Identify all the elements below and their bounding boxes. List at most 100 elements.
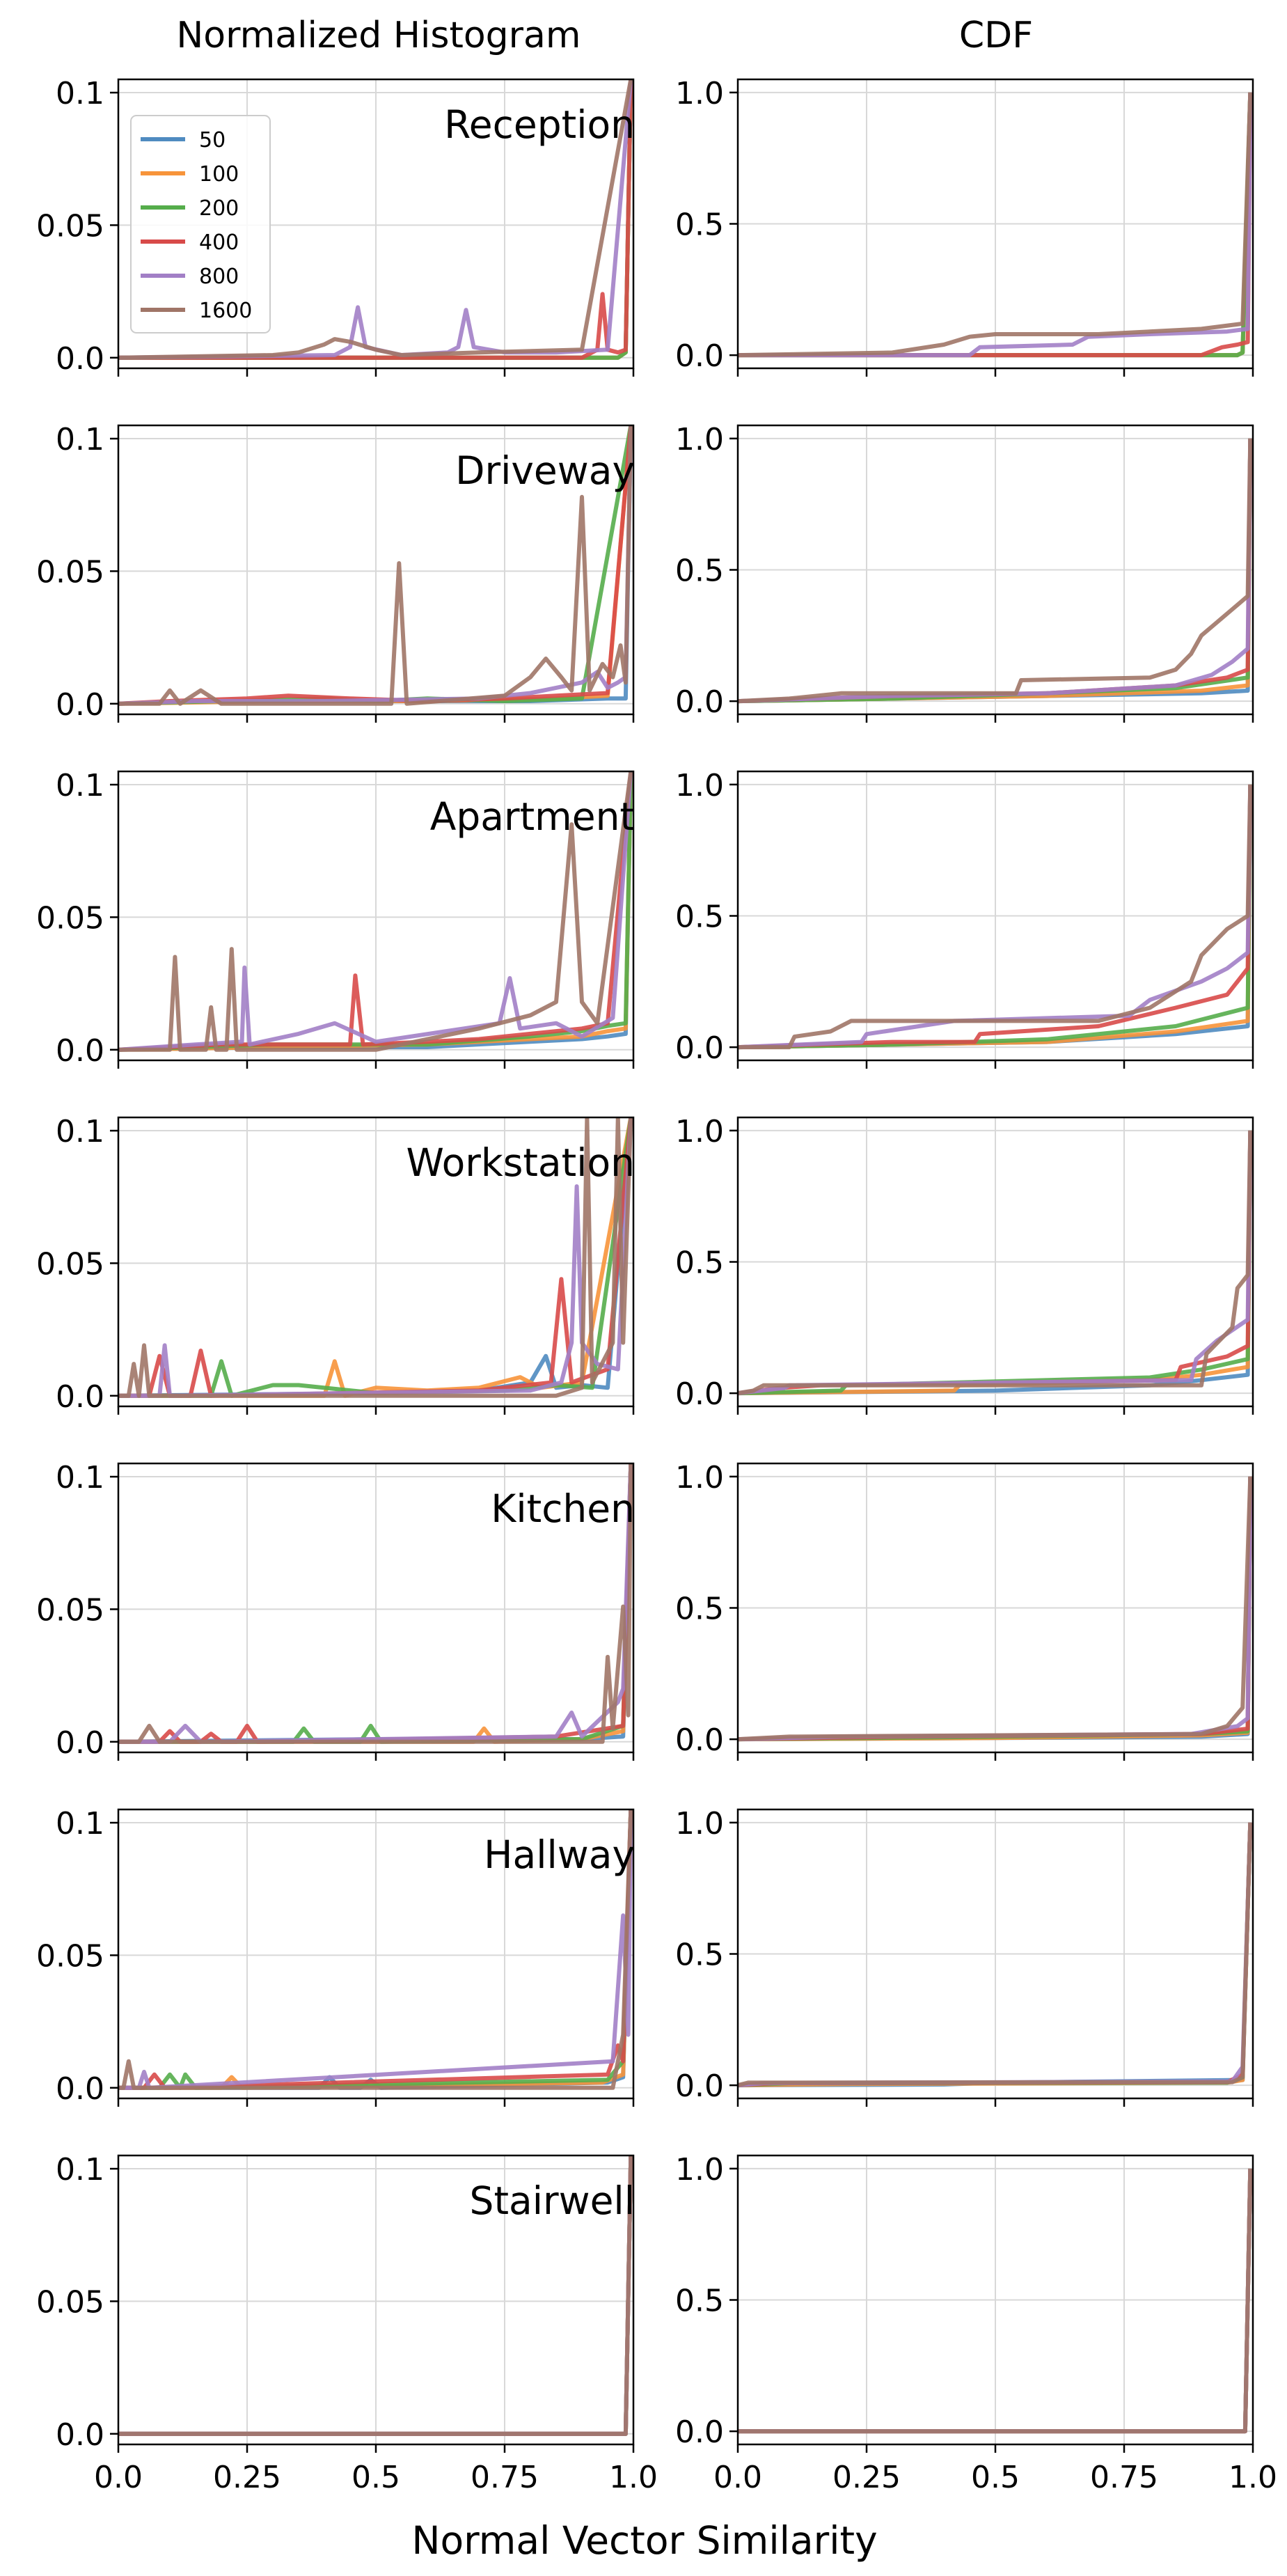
series-line-200 <box>738 1130 1253 1396</box>
x-tick-label: 0.0 <box>713 2460 762 2495</box>
panel-cdf-stairwell: 0.0 0.5 1.0 0.0 0.25 0.5 0.75 1.0 <box>675 2152 1277 2495</box>
y-tick-label: 0.05 <box>36 2284 104 2320</box>
y-tick-label: 0.05 <box>36 1592 104 1628</box>
y-tick-label: 0.5 <box>675 553 724 589</box>
series-line-800 <box>118 1809 633 2090</box>
y-tick-label: 0.0 <box>675 338 724 374</box>
series-line-1600 <box>118 1809 633 2090</box>
series-line-1600 <box>738 2168 1253 2434</box>
series-line-400 <box>118 79 633 360</box>
legend-entry: 200 <box>199 196 239 221</box>
y-tick-label: 1.0 <box>675 76 724 111</box>
y-tick-label: 0.1 <box>56 1806 104 1841</box>
y-tick-label: 0.1 <box>56 1114 104 1149</box>
row-label: Driveway <box>455 448 635 493</box>
y-tick-label: 1.0 <box>675 1460 724 1495</box>
y-tick-label: 0.5 <box>675 207 724 243</box>
y-tick-label: 0.0 <box>675 1722 724 1758</box>
panels: 0.0 0.05 0.1 Reception 0.0 0.5 1.0 0.0 0.05 0.1 Dr… <box>36 76 1277 2495</box>
series-line-1600 <box>738 438 1253 704</box>
y-tick-label: 0.0 <box>56 1725 104 1761</box>
y-tick-label: 0.05 <box>36 208 104 244</box>
y-tick-label: 0.1 <box>56 422 104 457</box>
x-tick-label: 0.25 <box>832 2460 901 2495</box>
y-tick-label: 0.0 <box>675 1030 724 1066</box>
y-tick-label: 0.0 <box>56 2071 104 2107</box>
series-line-1600 <box>738 1476 1253 1742</box>
row-label: Reception <box>444 102 635 147</box>
series-line-800 <box>118 771 633 1052</box>
series-line-800 <box>738 784 1253 1050</box>
column-title-histogram: Normalized Histogram <box>176 15 581 56</box>
y-tick-label: 0.0 <box>56 2417 104 2453</box>
y-tick-label: 0.05 <box>36 900 104 936</box>
y-tick-label: 0.5 <box>675 1592 724 1627</box>
legend-entry: 1600 <box>199 299 252 323</box>
y-tick-label: 0.5 <box>675 2284 724 2319</box>
panel-hist-hallway: 0.0 0.05 0.1 Hallway <box>36 1806 635 2107</box>
row-label: Stairwell <box>470 2178 635 2223</box>
y-tick-label: 0.0 <box>56 1033 104 1069</box>
y-tick-label: 0.0 <box>56 1379 104 1415</box>
y-tick-label: 0.05 <box>36 1246 104 1282</box>
series-line-800 <box>738 92 1253 358</box>
panel-hist-workstation: 0.0 0.05 0.1 Workstation <box>36 1114 635 1415</box>
panel-cdf-hallway: 0.0 0.5 1.0 <box>675 1806 1254 2107</box>
y-tick-label: 1.0 <box>675 1114 724 1149</box>
x-axis-label: Normal Vector Similarity <box>411 2518 877 2563</box>
series-line-1600 <box>118 1463 633 1744</box>
series-line-100 <box>118 771 633 1052</box>
y-tick-label: 0.0 <box>675 2068 724 2104</box>
y-tick-label: 1.0 <box>675 768 724 803</box>
y-tick-label: 0.05 <box>36 554 104 590</box>
y-tick-label: 0.5 <box>675 1938 724 1973</box>
legend-box <box>130 115 271 333</box>
panel-hist-apartment: 0.0 0.05 0.1 Apartment <box>36 768 635 1069</box>
legend-entry: 800 <box>199 265 239 289</box>
y-tick-label: 0.1 <box>56 76 104 111</box>
x-tick-label: 0.25 <box>213 2460 281 2495</box>
series-line-1600 <box>118 771 633 1052</box>
y-tick-label: 0.0 <box>675 2414 724 2450</box>
panel-hist-kitchen: 0.0 0.05 0.1 Kitchen <box>36 1460 635 1761</box>
panel-cdf-reception: 0.0 0.5 1.0 <box>675 76 1254 377</box>
y-tick-label: 0.1 <box>56 2152 104 2188</box>
series-line-200 <box>118 1117 633 1398</box>
series-line-1600 <box>738 92 1253 358</box>
x-tick-label: 1.0 <box>1229 2460 1277 2495</box>
y-tick-label: 0.0 <box>56 341 104 377</box>
series-line-800 <box>118 1463 633 1744</box>
row-label: Kitchen <box>491 1486 635 1531</box>
y-tick-label: 0.05 <box>36 1938 104 1974</box>
y-tick-label: 0.1 <box>56 768 104 803</box>
panel-cdf-driveway: 0.0 0.5 1.0 <box>675 422 1254 723</box>
legend-entry: 50 <box>199 128 226 152</box>
series-line-400 <box>118 1809 633 2090</box>
legend-entry: 400 <box>199 230 239 255</box>
x-tick-label: 0.5 <box>352 2460 400 2495</box>
x-tick-label: 0.5 <box>971 2460 1020 2495</box>
x-tick-label: 0.75 <box>471 2460 539 2495</box>
series-line-1600 <box>118 1117 633 1398</box>
row-label: Workstation <box>406 1140 635 1185</box>
y-tick-label: 1.0 <box>675 422 724 457</box>
x-tick-label: 0.0 <box>94 2460 143 2495</box>
panel-cdf-kitchen: 0.0 0.5 1.0 <box>675 1460 1254 1761</box>
y-tick-label: 0.0 <box>675 684 724 720</box>
row-label: Apartment <box>430 794 635 839</box>
series-line-1600 <box>738 784 1253 1050</box>
series-line-1600 <box>738 1822 1253 2088</box>
series-line-800 <box>738 1130 1253 1396</box>
x-tick-label: 0.75 <box>1090 2460 1158 2495</box>
x-tick-label: 1.0 <box>609 2460 658 2495</box>
series-line-800 <box>738 438 1253 704</box>
series-line-1600 <box>118 79 633 360</box>
row-label: Hallway <box>484 1832 635 1877</box>
series-line-1600 <box>738 1130 1253 1396</box>
y-tick-label: 0.0 <box>56 687 104 723</box>
series-line-400 <box>738 784 1253 1050</box>
y-tick-label: 0.1 <box>56 1460 104 1495</box>
panel-cdf-apartment: 0.0 0.5 1.0 <box>675 768 1254 1069</box>
legend-entry: 100 <box>199 162 239 187</box>
y-tick-label: 0.5 <box>675 1246 724 1281</box>
